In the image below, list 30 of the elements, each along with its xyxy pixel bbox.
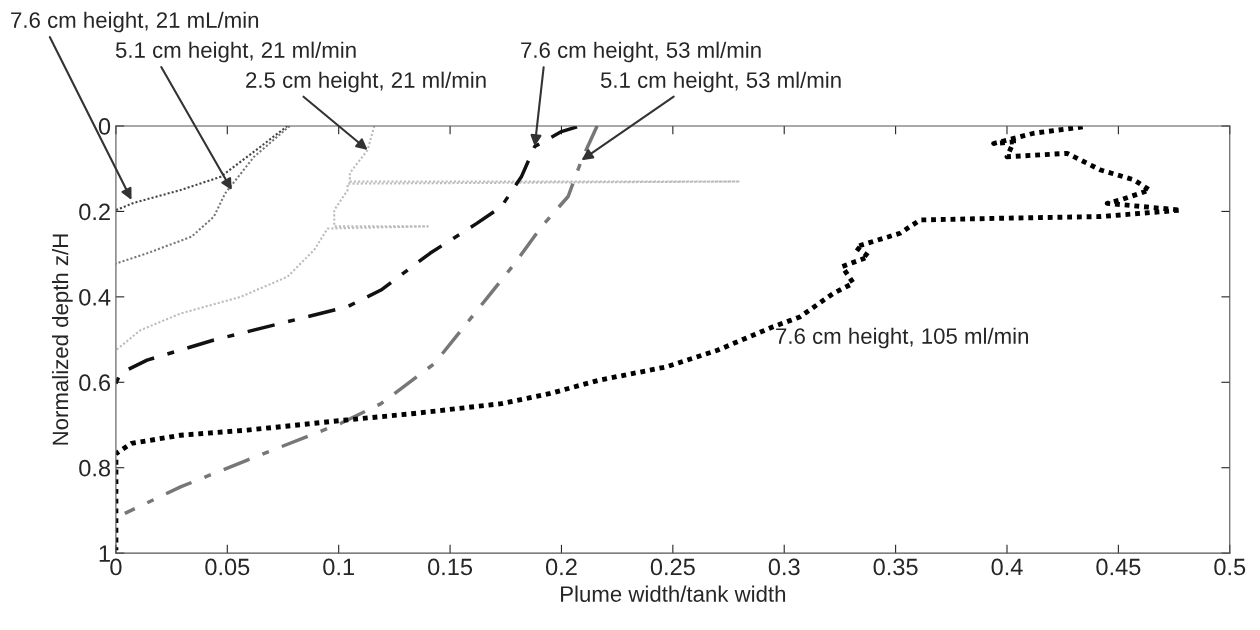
x-tick-label: 0.05 bbox=[205, 558, 250, 576]
y-tick-label: 0 bbox=[98, 118, 111, 135]
annotation: 7.6 cm height, 21 mL/min bbox=[11, 11, 259, 33]
annotation: 7.6 cm height, 105 ml/min bbox=[776, 327, 1028, 349]
y-tick-label: 0.8 bbox=[79, 459, 111, 477]
x-tick-label: 0.25 bbox=[650, 558, 695, 576]
line-series bbox=[115, 126, 579, 386]
line-series bbox=[115, 126, 741, 352]
line-series bbox=[123, 126, 599, 516]
x-tick-label: 0.45 bbox=[1096, 558, 1141, 576]
annotation: 2.5 cm height, 21 ml/min bbox=[246, 71, 486, 93]
line-series bbox=[115, 126, 289, 212]
x-tick-label: 0.1 bbox=[323, 558, 354, 576]
y-tick-label: 0.4 bbox=[79, 288, 111, 306]
x-tick-label: 0.15 bbox=[428, 558, 473, 576]
y-axis-title: Normalized depth z/H bbox=[51, 234, 73, 445]
y-tick-label: 0.2 bbox=[79, 203, 110, 221]
x-tick-label: 0.2 bbox=[545, 558, 577, 576]
y-tick-label: 0.6 bbox=[79, 374, 111, 392]
annotation: 5.1 cm height, 21 ml/min bbox=[115, 41, 356, 63]
line-series bbox=[115, 126, 291, 265]
x-tick-label: 0.4 bbox=[991, 558, 1023, 576]
x-axis-title: Plume width/tank width bbox=[561, 585, 786, 602]
x-tick-label: 0.5 bbox=[1214, 558, 1246, 576]
y-tick-label: 1 bbox=[99, 545, 110, 562]
x-tick-label: 0.35 bbox=[873, 558, 918, 576]
annotation: 7.6 cm height, 53 ml/min bbox=[521, 41, 761, 63]
annotation: 5.1 cm height, 53 ml/min bbox=[600, 71, 841, 93]
x-tick-label: 0.3 bbox=[768, 558, 800, 576]
x-tick-label: 0 bbox=[110, 558, 122, 576]
